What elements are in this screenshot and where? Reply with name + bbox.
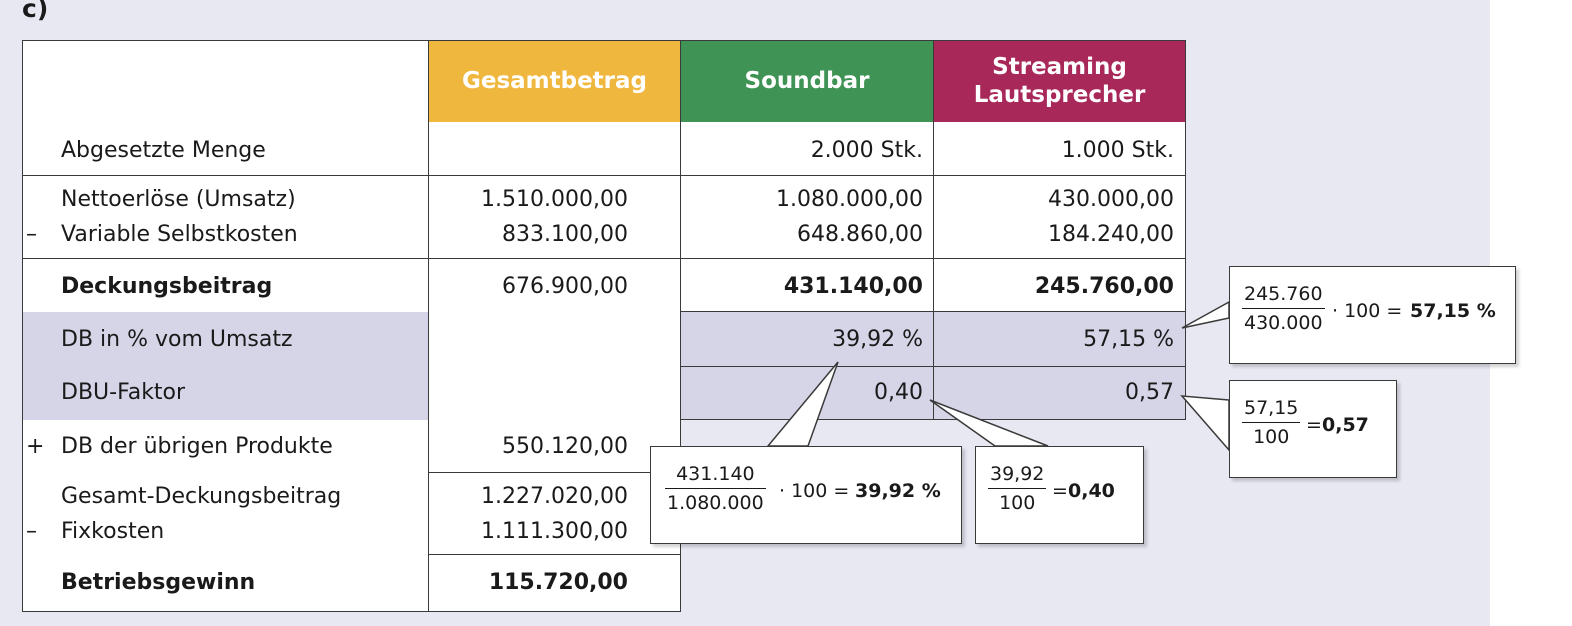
fraction-streaming-dbu: 57,15 100 <box>1242 397 1301 448</box>
streaming-db: 245.760,00 <box>1034 274 1174 299</box>
total-db-uebrige: 550.120,00 <box>502 434 628 459</box>
denominator: 100 <box>1253 426 1290 448</box>
grid-line <box>680 366 1186 367</box>
header-blank-cell <box>22 40 429 123</box>
soundbar-dbu: 0,40 <box>874 380 923 405</box>
fraction-bar <box>1242 308 1325 309</box>
calc-table: Gesamtbetrag Soundbar Streaming Lautspre… <box>22 40 1186 612</box>
grid-line <box>680 122 681 612</box>
callout-streaming-dbu: 57,15 100 = 0,57 <box>1229 380 1397 478</box>
fraction-bar <box>988 488 1047 489</box>
grid-line <box>428 554 681 555</box>
multiplier-text: · 100 = <box>1332 300 1403 322</box>
row-label-varkosten: Variable Selbstkosten <box>61 222 298 247</box>
grid-line <box>428 122 429 612</box>
equals-sign: = <box>1052 480 1068 502</box>
body-bg-streaming-upper <box>933 122 1186 312</box>
header-total-label: Gesamtbetrag <box>461 67 648 94</box>
header-streaming-label-2: Lautsprecher <box>973 81 1146 108</box>
callout-tail-soundbar-dbu <box>929 399 1049 447</box>
callout-tail-streaming-dbu <box>1180 395 1230 453</box>
numerator: 39,92 <box>990 463 1045 485</box>
streaming-dbu: 0,57 <box>1125 380 1174 405</box>
callout-soundbar-dbu: 39,92 100 = 0,40 <box>975 446 1144 544</box>
total-fixkosten: 1.111.300,00 <box>481 519 628 544</box>
body-bg-label-upper <box>22 122 429 312</box>
row-prefix-fixkosten: – <box>26 519 37 544</box>
fraction-streaming-pct: 245.760 430.000 <box>1242 283 1325 334</box>
fraction-bar <box>1242 422 1301 423</box>
numerator: 245.760 <box>1244 283 1323 305</box>
fraction-soundbar-dbu: 39,92 100 <box>988 463 1047 514</box>
soundbar-erloese: 1.080.000,00 <box>776 187 923 212</box>
grid-line <box>1185 122 1186 420</box>
row-label-gewinn: Betriebsgewinn <box>61 570 256 595</box>
grid-line <box>933 122 934 420</box>
numerator: 431.140 <box>676 463 755 485</box>
row-label-erloese: Nettoerlöse (Umsatz) <box>61 187 296 212</box>
row-label-menge: Abgesetzte Menge <box>61 138 266 163</box>
callout-result: 57,15 % <box>1410 300 1496 322</box>
grid-line <box>428 472 681 473</box>
row-prefix-varkosten: – <box>26 222 37 247</box>
row-label-db-prozent: DB in % vom Umsatz <box>61 327 293 352</box>
total-gesamt-db: 1.227.020,00 <box>481 484 628 509</box>
body-bg-total-upper <box>428 122 681 312</box>
callout-tail-soundbar-pct <box>766 361 839 447</box>
row-prefix-db-uebrige: + <box>26 434 45 459</box>
row-label-gesamt-db: Gesamt-Deckungsbeitrag <box>61 484 342 509</box>
denominator: 1.080.000 <box>667 492 764 514</box>
callout-tail-streaming-pct <box>1181 300 1230 329</box>
streaming-db-prozent: 57,15 % <box>1083 327 1174 352</box>
row-label-fixkosten: Fixkosten <box>61 519 165 544</box>
callout-result: 0,40 <box>1068 480 1115 502</box>
body-bg-soundbar-upper <box>680 122 934 312</box>
callout-streaming-pct: 245.760 430.000 · 100 = 57,15 % <box>1229 266 1516 364</box>
total-db: 676.900,00 <box>502 274 628 299</box>
streaming-varkosten: 184.240,00 <box>1048 222 1174 247</box>
header-soundbar: Soundbar <box>680 40 934 123</box>
highlight-label-area <box>22 312 428 420</box>
grid-line <box>22 175 1186 176</box>
streaming-erloese: 430.000,00 <box>1048 187 1174 212</box>
body-bg-total-mid <box>428 312 681 420</box>
denominator: 100 <box>999 492 1036 514</box>
grid-line <box>22 611 681 612</box>
body-bg-total-lower <box>428 420 681 612</box>
fraction-soundbar-pct: 431.140 1.080.000 <box>665 463 766 514</box>
grid-line <box>680 419 1186 420</box>
soundbar-db: 431.140,00 <box>783 274 923 299</box>
header-streaming: Streaming Lautsprecher <box>933 40 1186 123</box>
callout-result: 39,92 % <box>855 480 941 502</box>
header-soundbar-label: Soundbar <box>744 67 870 94</box>
callout-result: 0,57 <box>1322 414 1369 436</box>
total-varkosten: 833.100,00 <box>502 222 628 247</box>
grid-line <box>22 258 1186 259</box>
numerator: 57,15 <box>1244 397 1299 419</box>
grid-line <box>680 311 1186 312</box>
denominator: 430.000 <box>1244 312 1323 334</box>
fraction-bar <box>665 488 766 489</box>
row-label-db: Deckungsbeitrag <box>61 274 273 299</box>
streaming-menge: 1.000 Stk. <box>1061 138 1174 163</box>
callout-soundbar-pct: 431.140 1.080.000 · 100 = 39,92 % <box>650 446 962 544</box>
grid-line <box>22 122 23 612</box>
header-streaming-label-1: Streaming <box>992 53 1127 80</box>
multiplier-text: · 100 = <box>779 480 850 502</box>
total-gewinn: 115.720,00 <box>488 570 628 595</box>
row-label-db-uebrige: DB der übrigen Produkte <box>61 434 333 459</box>
row-label-dbu: DBU-Faktor <box>61 380 186 405</box>
equals-sign: = <box>1306 414 1322 436</box>
body-bg-label-lower <box>22 420 428 612</box>
task-label: c) <box>22 0 49 23</box>
soundbar-varkosten: 648.860,00 <box>797 222 923 247</box>
soundbar-menge: 2.000 Stk. <box>810 138 923 163</box>
total-erloese: 1.510.000,00 <box>481 187 628 212</box>
soundbar-db-prozent: 39,92 % <box>832 327 923 352</box>
